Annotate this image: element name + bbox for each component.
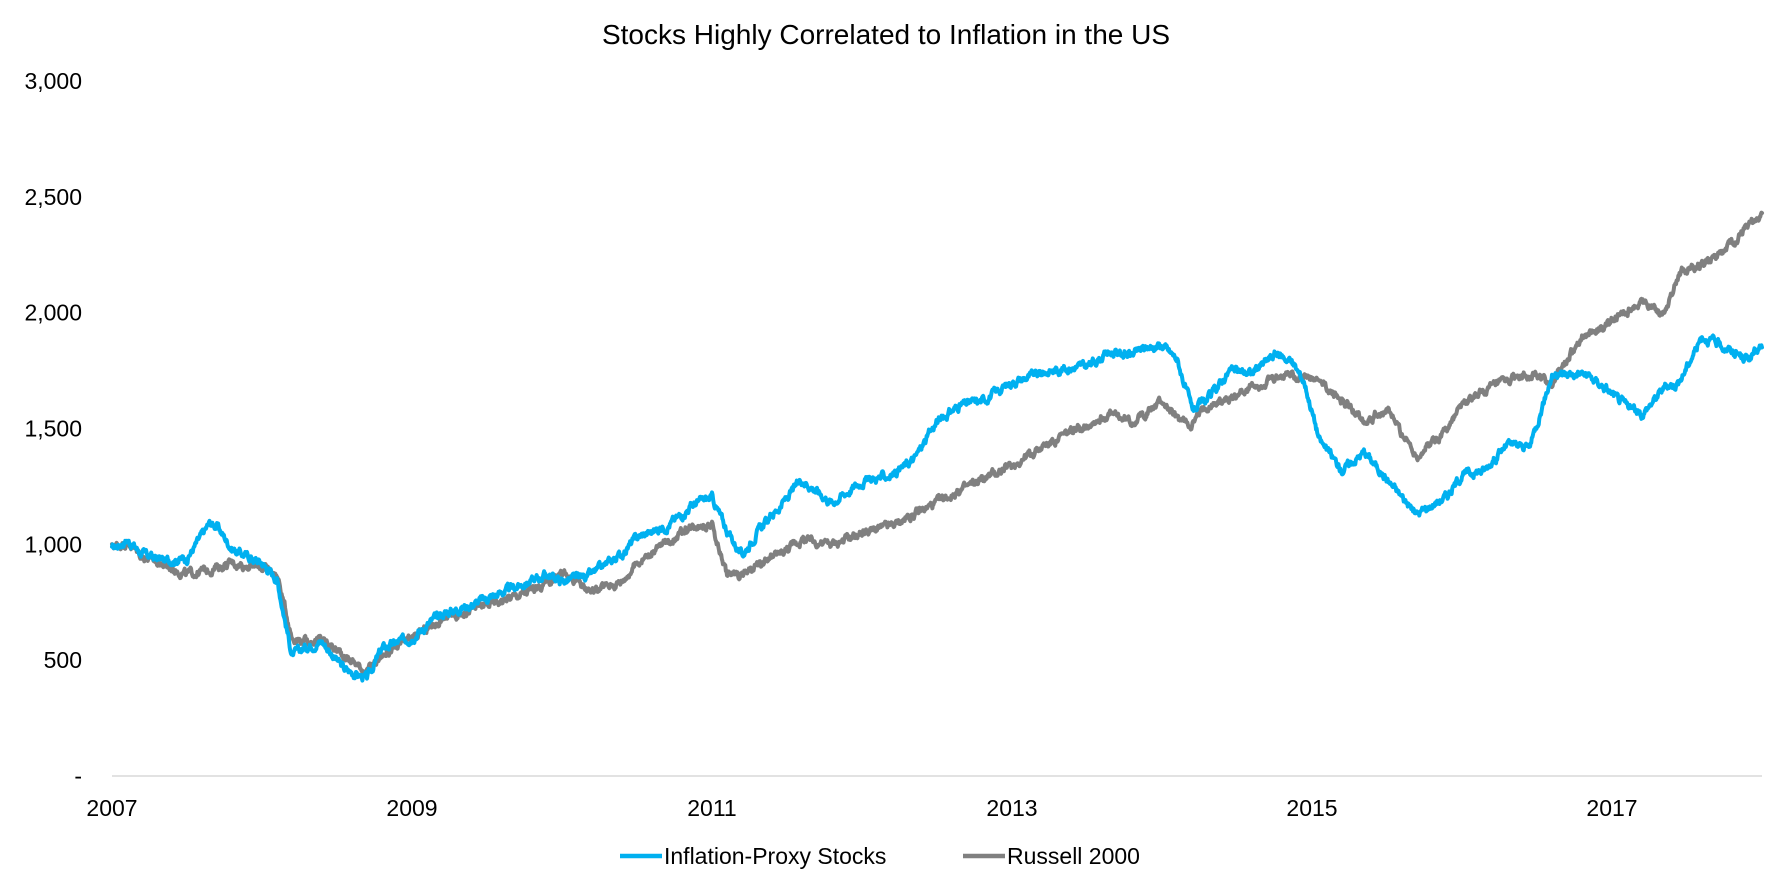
- x-tick-label: 2015: [1286, 795, 1337, 821]
- y-tick-label: 1,000: [24, 531, 82, 557]
- y-tick-label: -: [74, 763, 82, 789]
- legend-label-russell-2000: Russell 2000: [1007, 843, 1140, 869]
- series-line-inflation-proxy-stocks: [110, 333, 1764, 683]
- x-tick-label: 2011: [687, 795, 736, 821]
- x-tick-label: 2013: [986, 795, 1037, 821]
- x-axis-ticks: 2007 2009 2011 2013 2015 2017: [86, 795, 1637, 821]
- chart-title: Stocks Highly Correlated to Inflation in…: [602, 19, 1170, 50]
- x-tick-label: 2007: [86, 795, 137, 821]
- y-axis-ticks: - 500 1,000 1,500 2,000 2,500 3,000: [24, 68, 82, 789]
- legend-label-inflation-proxy-stocks: Inflation-Proxy Stocks: [664, 843, 886, 869]
- y-tick-label: 500: [44, 647, 82, 673]
- y-tick-label: 2,000: [24, 300, 82, 326]
- series-lines: [110, 210, 1764, 683]
- legend: Inflation-Proxy Stocks Russell 2000: [620, 843, 1140, 869]
- y-tick-label: 3,000: [24, 68, 82, 94]
- x-tick-label: 2017: [1586, 795, 1637, 821]
- series-line-russell-2000: [110, 210, 1764, 677]
- y-tick-label: 2,500: [24, 184, 82, 210]
- x-tick-label: 2009: [386, 795, 437, 821]
- y-tick-label: 1,500: [24, 416, 82, 442]
